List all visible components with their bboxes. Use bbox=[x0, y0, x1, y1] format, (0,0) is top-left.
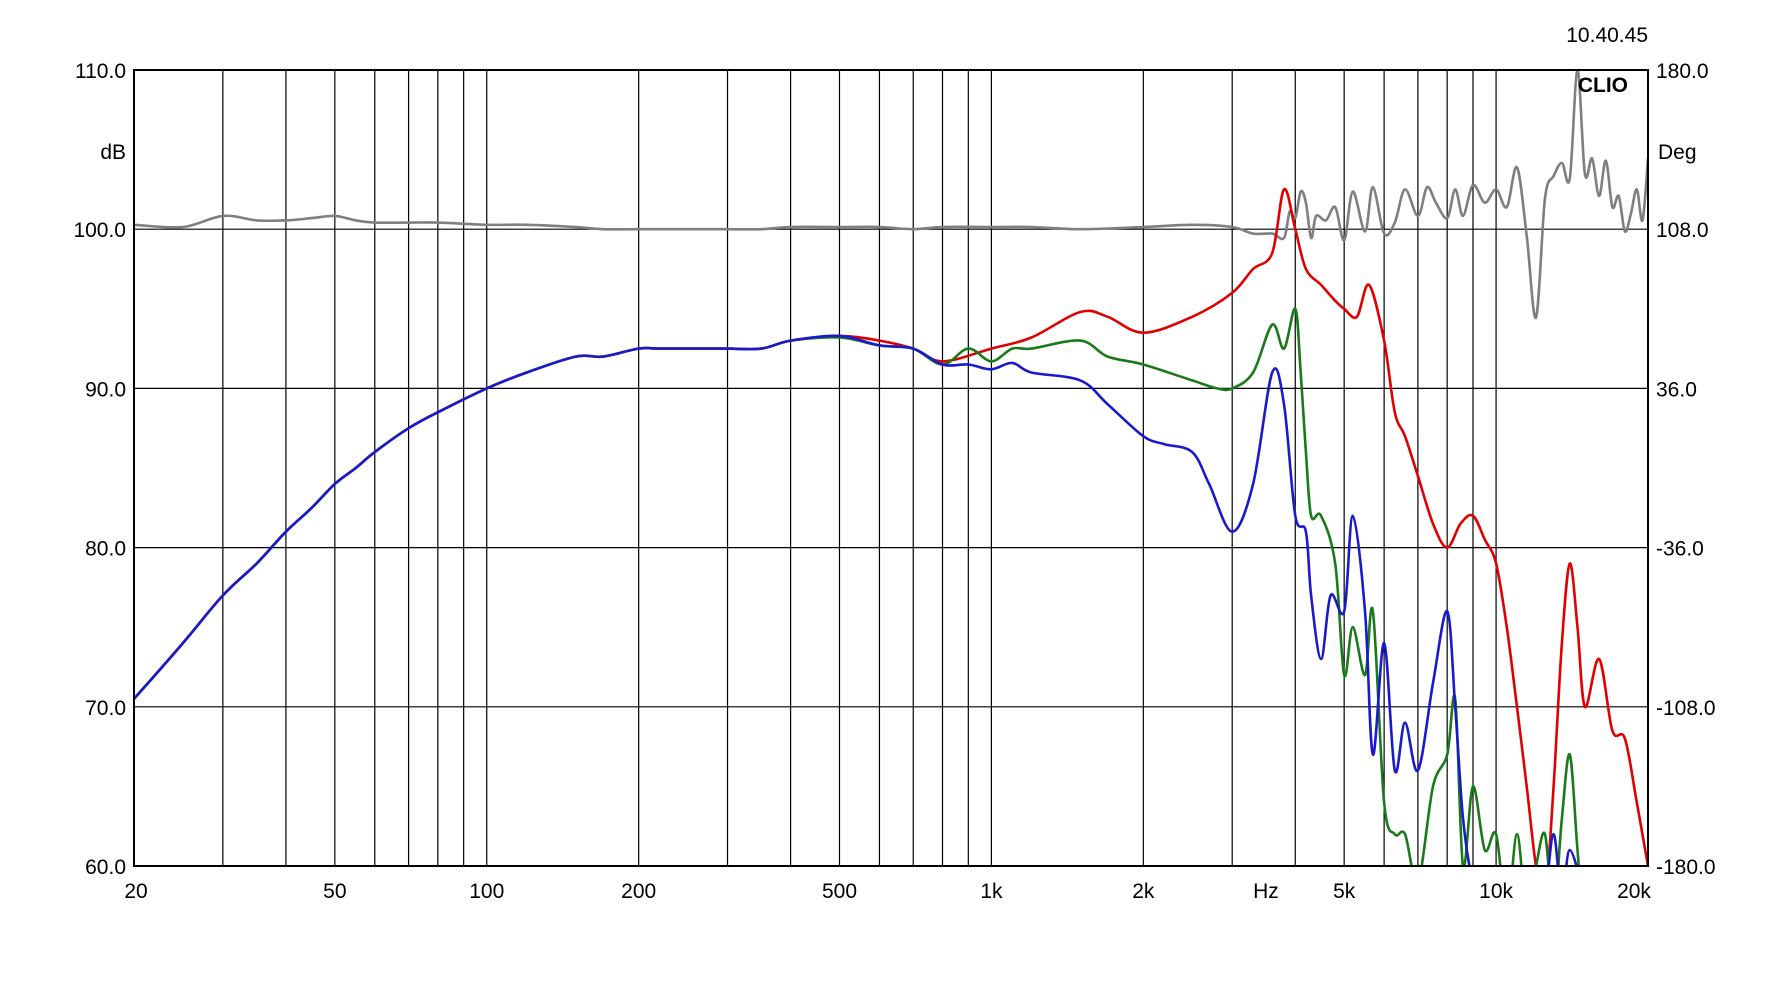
x-tick-label: 5k bbox=[1333, 880, 1356, 903]
x-tick-label: 50 bbox=[323, 880, 346, 903]
x-tick-label: 20k bbox=[1617, 880, 1651, 903]
y2-tick-label: -108.0 bbox=[1656, 697, 1716, 720]
x-tick-label: 10k bbox=[1479, 880, 1513, 903]
x-tick-label: 1k bbox=[980, 880, 1003, 903]
y-tick-label: 90.0 bbox=[85, 378, 126, 401]
x-tick-label: 2k bbox=[1132, 880, 1155, 903]
x-tick-label: 20 bbox=[124, 880, 147, 903]
y-tick-label: 60.0 bbox=[85, 856, 126, 879]
y2-tick-label: -36.0 bbox=[1656, 538, 1704, 561]
response-trace-green bbox=[134, 307, 1581, 866]
brand-label: CLIO bbox=[1578, 74, 1628, 97]
plot-frame bbox=[133, 69, 1649, 867]
y2-tick-label: 108.0 bbox=[1656, 219, 1709, 242]
label-layer: 110.0 100.0 90.0 80.0 70.0 60.0 180.0 108.0 36.0… bbox=[73, 60, 1715, 903]
response-trace-blue bbox=[134, 334, 1578, 866]
response-trace-red bbox=[134, 188, 1648, 866]
x-axis-label: Hz bbox=[1253, 880, 1279, 903]
y2-tick-label: 180.0 bbox=[1656, 60, 1709, 83]
series-layer bbox=[134, 70, 1648, 866]
y-tick-label: 70.0 bbox=[85, 697, 126, 720]
y-tick-label: 80.0 bbox=[85, 538, 126, 561]
y-tick-label: 100.0 bbox=[73, 219, 126, 242]
x-tick-label: 200 bbox=[621, 880, 656, 903]
x-tick-label: 500 bbox=[822, 880, 857, 903]
y2-tick-label: -180.0 bbox=[1656, 856, 1716, 879]
phase-trace bbox=[134, 70, 1648, 319]
grid-layer bbox=[133, 69, 1649, 867]
y2-tick-label: 36.0 bbox=[1656, 378, 1697, 401]
y2-axis-label: Deg bbox=[1658, 141, 1697, 164]
x-tick-label: 100 bbox=[469, 880, 504, 903]
timestamp-label: 10.40.45 bbox=[1566, 24, 1648, 47]
y-axis-label: dB bbox=[100, 141, 126, 164]
y-tick-label: 110.0 bbox=[75, 60, 126, 83]
